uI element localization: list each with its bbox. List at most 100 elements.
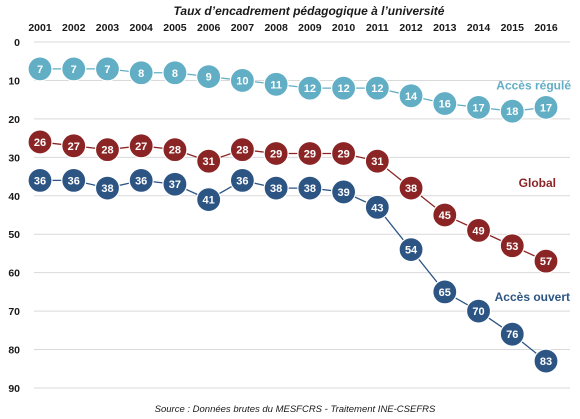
- series-line: [40, 68, 547, 112]
- data-point: [128, 60, 154, 86]
- data-label: 28: [236, 145, 248, 157]
- x-tick-label: 2013: [433, 22, 457, 34]
- data-label: 17: [472, 102, 484, 114]
- data-point: [229, 67, 255, 94]
- series-2: 26 27 28 27 28 31 28 29 29 29 31 38 45 49 53 57: [27, 129, 559, 274]
- series-line: [40, 179, 547, 362]
- data-label: 36: [236, 175, 248, 187]
- data-point: [432, 279, 458, 305]
- data-label: 28: [169, 145, 181, 157]
- y-tick-label: 0: [14, 37, 20, 49]
- data-point: [297, 175, 323, 201]
- y-tick-label: 30: [8, 152, 20, 164]
- data-label: 38: [304, 183, 316, 195]
- data-point: [331, 75, 357, 101]
- data-label: 29: [337, 148, 349, 160]
- x-tick-label: 2002: [62, 22, 86, 34]
- data-label: 12: [337, 83, 349, 95]
- data-label: 12: [304, 83, 316, 95]
- data-point: [331, 179, 357, 205]
- data-label: 76: [506, 329, 518, 341]
- data-point: [398, 83, 424, 109]
- x-tick-label: 2010: [332, 22, 356, 34]
- x-tick-label: 2006: [197, 22, 221, 34]
- data-label: 29: [270, 148, 282, 160]
- x-tick-label: 2016: [534, 22, 558, 34]
- x-tick-label: 2009: [298, 22, 322, 34]
- data-label: 16: [439, 99, 451, 111]
- data-point: [533, 94, 559, 120]
- data-point: [499, 321, 525, 347]
- series-3: 36 36 38 36 37 41 36 38 38 39 43 54 65 70 76 83: [27, 167, 559, 374]
- x-axis: 2001 2002 2003 2004 2005 2006 2007 2008 2009 2010…: [28, 22, 558, 34]
- plot-area: 7 7 7 8 8 9 10 11 12 12 12 14 16 17 18 17 26 27 28 27 28 31 28…: [27, 56, 559, 374]
- data-point: [94, 56, 121, 82]
- x-tick-label: 2012: [399, 22, 423, 34]
- data-point: [263, 175, 289, 201]
- data-label: 36: [68, 175, 80, 187]
- data-point: [94, 175, 121, 201]
- data-label: 12: [371, 83, 383, 95]
- data-label: 26: [34, 137, 46, 149]
- data-label: 29: [304, 148, 316, 160]
- x-tick-label: 2015: [501, 22, 525, 34]
- data-point: [432, 202, 458, 228]
- data-point: [61, 56, 87, 82]
- data-point: [263, 140, 289, 167]
- data-label: 65: [439, 287, 451, 299]
- data-point: [364, 75, 390, 101]
- data-label: 7: [104, 64, 110, 76]
- data-point: [196, 187, 222, 213]
- data-label: 8: [138, 68, 144, 80]
- data-point: [229, 137, 255, 163]
- data-point: [128, 133, 154, 159]
- data-label: 57: [540, 256, 552, 268]
- data-label: 18: [506, 106, 518, 118]
- data-point: [61, 133, 87, 159]
- data-label: 14: [405, 91, 418, 103]
- data-point: [27, 129, 53, 155]
- data-label: 27: [135, 141, 147, 153]
- data-point: [162, 171, 188, 197]
- data-label: 31: [203, 156, 215, 168]
- data-point: [196, 63, 222, 90]
- chart-source: Source : Données brutes du MESFCRS - Tra…: [155, 404, 436, 415]
- data-point: [297, 140, 323, 167]
- data-label: 27: [68, 141, 80, 153]
- y-tick-label: 90: [8, 383, 20, 395]
- data-label: 36: [34, 175, 46, 187]
- data-point: [196, 148, 222, 174]
- data-point: [27, 56, 53, 82]
- data-point: [162, 137, 188, 163]
- data-point: [331, 140, 357, 167]
- series-label: Accès ouvert: [495, 290, 570, 304]
- data-label: 7: [37, 64, 43, 76]
- x-tick-label: 2011: [366, 22, 389, 34]
- data-label: 11: [270, 79, 282, 91]
- data-point: [162, 60, 188, 86]
- y-tick-label: 10: [8, 75, 20, 87]
- data-label: 31: [371, 156, 383, 168]
- data-point: [94, 137, 121, 163]
- data-label: 83: [540, 356, 552, 368]
- data-point: [263, 71, 289, 97]
- data-label: 37: [169, 179, 181, 191]
- data-point: [61, 167, 87, 193]
- data-point: [398, 237, 424, 263]
- data-point: [499, 233, 525, 259]
- x-tick-label: 2014: [467, 22, 491, 34]
- series-label: Accès régulé: [496, 78, 571, 92]
- data-label: 9: [206, 72, 212, 84]
- data-label: 38: [270, 183, 282, 195]
- data-point: [533, 348, 559, 374]
- series-label: Global: [519, 176, 556, 190]
- data-label: 39: [337, 187, 349, 199]
- y-tick-label: 40: [8, 191, 20, 203]
- x-tick-label: 2004: [130, 22, 154, 34]
- data-point: [229, 167, 255, 193]
- data-label: 36: [135, 175, 147, 187]
- x-tick-label: 2003: [96, 22, 120, 34]
- data-point: [364, 148, 390, 174]
